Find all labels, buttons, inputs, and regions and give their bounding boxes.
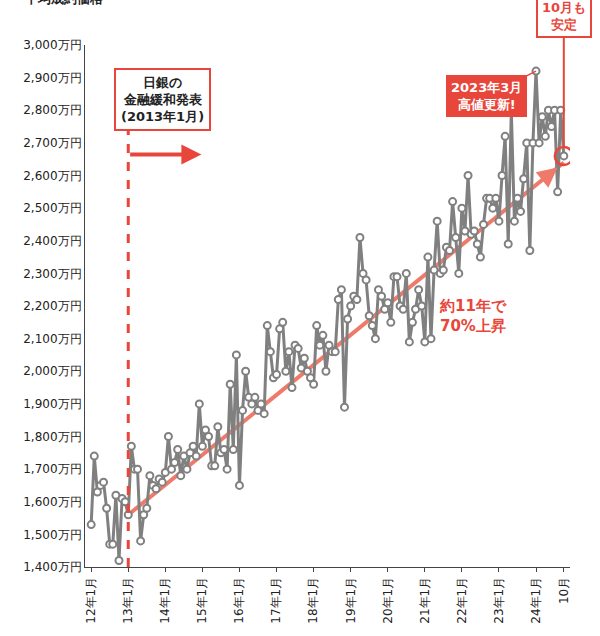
svg-text:2,500万円: 2,500万円 — [23, 201, 81, 215]
svg-text:2,800万円: 2,800万円 — [23, 103, 81, 117]
svg-text:2,300万円: 2,300万円 — [23, 267, 81, 281]
svg-text:14年1月: 14年1月 — [158, 577, 172, 624]
svg-text:12年1月: 12年1月 — [84, 577, 98, 624]
svg-text:17年1月: 17年1月 — [269, 577, 283, 624]
svg-text:日銀の金融緩和発表(2013年1月): 日銀の金融緩和発表(2013年1月) — [121, 75, 204, 124]
svg-text:2,000万円: 2,000万円 — [23, 364, 81, 378]
svg-text:16年1月: 16年1月 — [232, 577, 246, 624]
svg-text:3,000万円: 3,000万円 — [23, 38, 81, 52]
svg-text:1,800万円: 1,800万円 — [23, 430, 81, 444]
svg-text:2,900万円: 2,900万円 — [23, 71, 81, 85]
svg-text:2,200万円: 2,200万円 — [23, 299, 81, 313]
svg-text:19年1月: 19年1月 — [344, 577, 358, 624]
svg-text:13年1月: 13年1月 — [121, 577, 135, 624]
svg-text:1,900万円: 1,900万円 — [23, 397, 81, 411]
svg-text:22年1月: 22年1月 — [455, 577, 469, 624]
svg-text:2,600万円: 2,600万円 — [23, 169, 81, 183]
svg-text:21年1月: 21年1月 — [418, 577, 432, 624]
svg-text:2,700万円: 2,700万円 — [23, 136, 81, 150]
svg-text:18年1月: 18年1月 — [307, 577, 321, 624]
svg-text:2,100万円: 2,100万円 — [23, 332, 81, 346]
svg-text:10月: 10月 — [557, 577, 571, 604]
svg-text:約11年で70%上昇: 約11年で70%上昇 — [439, 297, 507, 335]
svg-text:24年1月: 24年1月 — [529, 577, 543, 624]
svg-text:20年1月: 20年1月 — [381, 577, 395, 624]
svg-text:平均成約価格: 平均成約価格 — [24, 0, 104, 6]
svg-text:1,400万円: 1,400万円 — [23, 560, 81, 574]
svg-text:2023年3月高値更新!: 2023年3月高値更新! — [451, 80, 522, 112]
svg-text:10月も安定: 10月も安定 — [542, 0, 586, 32]
svg-text:1,600万円: 1,600万円 — [23, 495, 81, 509]
svg-text:15年1月: 15年1月 — [195, 577, 209, 624]
svg-text:1,500万円: 1,500万円 — [23, 528, 81, 542]
svg-text:2,400万円: 2,400万円 — [23, 234, 81, 248]
svg-text:23年1月: 23年1月 — [492, 577, 506, 624]
svg-text:1,700万円: 1,700万円 — [23, 462, 81, 476]
